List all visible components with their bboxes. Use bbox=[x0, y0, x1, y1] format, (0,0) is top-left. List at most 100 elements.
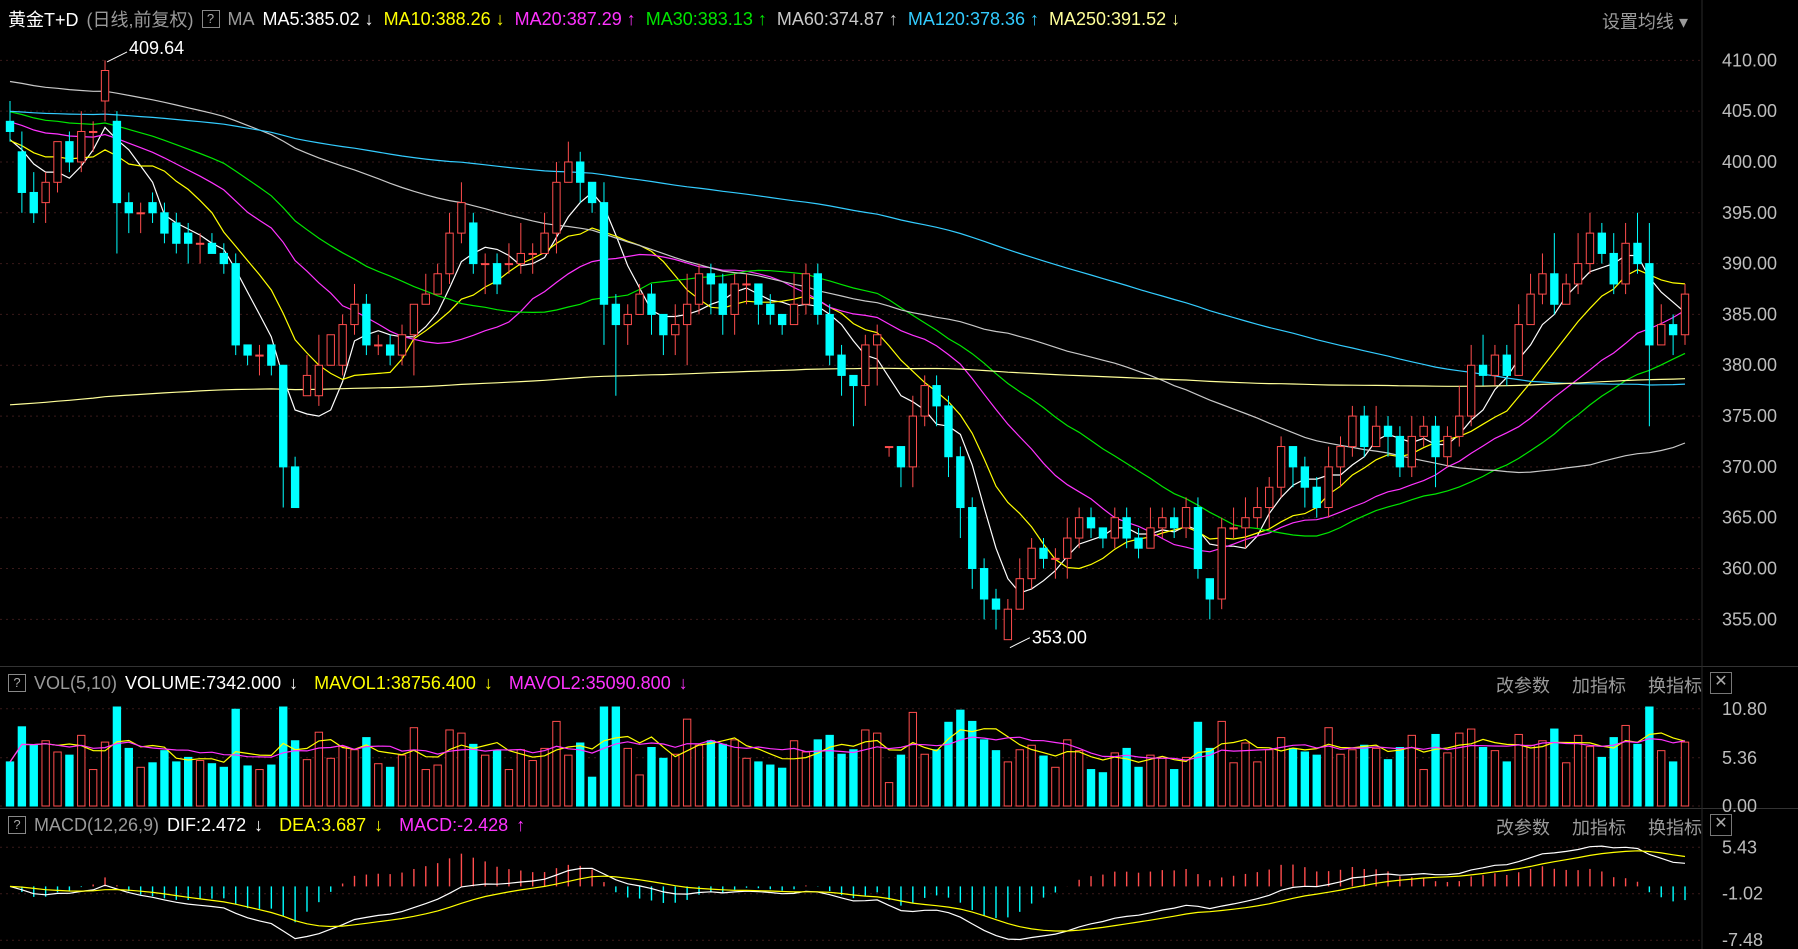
candle-body bbox=[65, 141, 74, 163]
candle-body bbox=[1597, 232, 1607, 254]
candle-body bbox=[1609, 252, 1618, 285]
annotation-arrow bbox=[106, 51, 128, 63]
period-label: (日线,前复权) bbox=[86, 10, 194, 30]
volume-bar bbox=[160, 750, 169, 807]
candle-body bbox=[599, 202, 609, 305]
candle-body bbox=[1514, 324, 1523, 376]
candle-body bbox=[647, 293, 656, 315]
vol-help-button[interactable]: ? bbox=[8, 674, 26, 692]
help-button[interactable]: ? bbox=[201, 10, 220, 28]
price-tick-label: 400.00 bbox=[1722, 152, 1777, 172]
candle-body bbox=[17, 151, 27, 193]
candle-body bbox=[480, 263, 490, 266]
volume-bar bbox=[1360, 744, 1369, 807]
volume-bar bbox=[979, 739, 989, 807]
volume-bar bbox=[813, 739, 822, 807]
candle-body bbox=[219, 252, 229, 265]
candle-body bbox=[968, 507, 977, 570]
candle-body bbox=[528, 252, 537, 255]
volume-bar bbox=[41, 740, 50, 807]
volume-bar bbox=[1241, 742, 1250, 807]
volume-bar bbox=[480, 754, 490, 807]
ma-legend: MA5:385.02 ↓ MA10:388.26 ↓ MA20:387.29 ↑ MA… bbox=[263, 9, 1191, 30]
candle-body bbox=[1657, 324, 1666, 346]
candle-body bbox=[457, 202, 466, 234]
price-tick-label: 365.00 bbox=[1722, 508, 1777, 528]
candle-body bbox=[587, 181, 597, 204]
candle-body bbox=[766, 303, 775, 315]
volume-bar bbox=[1645, 706, 1654, 807]
vol-add-indicator-button[interactable]: 加指标 bbox=[1572, 676, 1626, 696]
volume-bar bbox=[623, 747, 632, 807]
volume-bar bbox=[5, 761, 15, 807]
candle-body bbox=[540, 232, 549, 254]
vol-params-button[interactable]: 改参数 bbox=[1496, 676, 1550, 696]
candle-body bbox=[172, 222, 181, 244]
candle-body bbox=[1276, 446, 1286, 488]
volume-bar bbox=[374, 763, 383, 807]
candle-body bbox=[1336, 446, 1345, 468]
ma-legend-item: MA20:387.29 ↑ bbox=[514, 8, 636, 29]
volume-bar bbox=[231, 708, 240, 807]
volume-bar bbox=[1431, 733, 1440, 807]
macd-macd: MACD:-2.428 ↑ bbox=[399, 815, 533, 836]
macd-help-button[interactable]: ? bbox=[8, 816, 26, 834]
ma-legend-item: MA250:391.52 ↓ bbox=[1049, 8, 1181, 29]
macd-dea-value: DEA:3.687 bbox=[279, 814, 367, 835]
volume-bar bbox=[1229, 762, 1238, 807]
volume-bar bbox=[314, 731, 324, 807]
candle-body bbox=[1360, 415, 1369, 448]
candle-body bbox=[1431, 425, 1440, 458]
macd-add-indicator-button[interactable]: 加指标 bbox=[1572, 818, 1626, 838]
candle-body bbox=[1395, 435, 1405, 468]
macd-params-button[interactable]: 改参数 bbox=[1496, 818, 1550, 838]
vol-close-icon[interactable]: ✕ bbox=[1710, 672, 1732, 694]
candle-body bbox=[350, 303, 359, 326]
volume-bar bbox=[219, 766, 229, 807]
candle-body bbox=[124, 202, 133, 214]
volume-bar bbox=[17, 726, 27, 807]
candle-body bbox=[991, 598, 1001, 610]
macd-close-icon[interactable]: ✕ bbox=[1710, 814, 1732, 836]
volume-bar bbox=[540, 747, 549, 807]
volume-bar bbox=[1181, 756, 1191, 807]
volume-bar bbox=[1585, 746, 1595, 807]
ma-legend-item: MA10:388.26 ↓ bbox=[383, 8, 505, 29]
candle-body bbox=[5, 120, 15, 132]
volume-bar bbox=[445, 729, 454, 807]
volume-bar bbox=[100, 741, 110, 807]
volume-bar bbox=[1193, 721, 1203, 807]
volume-bar bbox=[599, 706, 609, 807]
vol-mavol1: MAVOL1:38756.400 ↓ bbox=[314, 673, 501, 694]
vol-controls: 改参数 加指标 换指标 bbox=[1496, 672, 1702, 698]
candle-body bbox=[397, 334, 407, 356]
candle-body bbox=[1193, 507, 1203, 570]
candle-body bbox=[813, 273, 822, 315]
candle-body bbox=[136, 212, 145, 215]
volume-bar bbox=[409, 727, 419, 807]
vol-mavol1-value: MAVOL1:38756.400 bbox=[314, 672, 476, 693]
volume-bar bbox=[457, 732, 466, 807]
candle-body bbox=[896, 446, 906, 468]
volume-bar bbox=[504, 769, 514, 807]
volume-bar bbox=[1253, 761, 1262, 807]
volume-bar bbox=[1443, 752, 1452, 807]
candle-body bbox=[1407, 435, 1416, 468]
volume-bar bbox=[1514, 733, 1523, 807]
vol-mavol2: MAVOL2:35090.800 ↓ bbox=[509, 673, 696, 694]
candle-body bbox=[718, 283, 727, 315]
candle-body bbox=[77, 130, 86, 163]
macd-switch-indicator-button[interactable]: 换指标 bbox=[1648, 818, 1702, 838]
volume-bar bbox=[611, 706, 621, 807]
candle-body bbox=[41, 181, 50, 204]
candle-body bbox=[362, 303, 371, 346]
ma-settings-button[interactable]: 设置均线 ▾ bbox=[1602, 8, 1688, 34]
candle-body bbox=[469, 222, 478, 265]
volume-bar bbox=[1039, 755, 1048, 807]
volume-bar bbox=[1217, 720, 1226, 807]
candle-body bbox=[932, 385, 941, 407]
price-tick-label: 370.00 bbox=[1722, 457, 1777, 477]
vol-switch-indicator-button[interactable]: 换指标 bbox=[1648, 676, 1702, 696]
macd-tick-label: 5.43 bbox=[1722, 837, 1757, 857]
